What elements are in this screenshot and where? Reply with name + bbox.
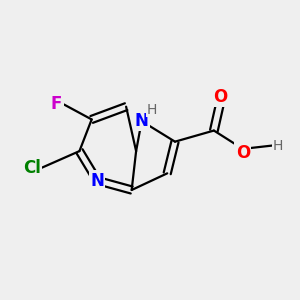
- Text: H: H: [273, 139, 283, 153]
- Text: Cl: Cl: [23, 159, 40, 177]
- Text: F: F: [51, 95, 62, 113]
- Text: O: O: [236, 144, 250, 162]
- Text: H: H: [146, 103, 157, 117]
- Text: N: N: [90, 172, 104, 190]
- Text: N: N: [135, 112, 148, 130]
- Text: O: O: [213, 88, 228, 106]
